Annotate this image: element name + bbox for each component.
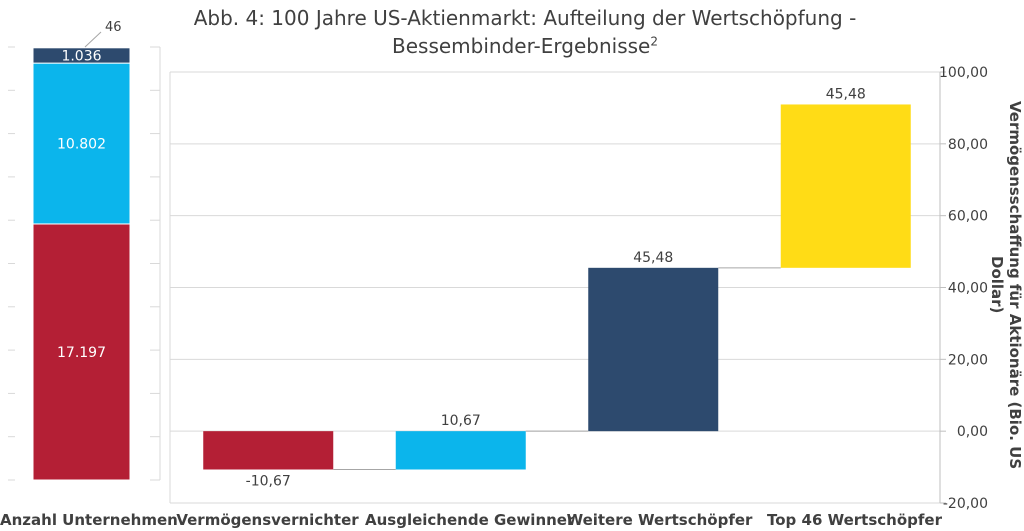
waterfall-bar-label-3: 45,48 xyxy=(826,86,866,102)
chart-title-line2-text: Bessembinder-Ergebnisse xyxy=(392,34,651,58)
y-tick-label: 60,00 xyxy=(948,209,988,225)
waterfall-bar-0 xyxy=(203,431,334,470)
stacked-segment-1 xyxy=(32,62,131,225)
stacked-segment-label-1: 10.802 xyxy=(57,137,106,153)
y-tick-label: 20,00 xyxy=(948,352,988,368)
waterfall-bar-label-0: -10,67 xyxy=(246,473,291,489)
y-tick-label: 0,00 xyxy=(957,424,988,440)
stacked-segment-label-0: 17.197 xyxy=(57,345,106,361)
x-label-ausgleichende-gewinner: Ausgleichende Gewinner xyxy=(365,511,575,529)
y-tick-label: -20,00 xyxy=(943,496,988,512)
waterfall-bar-label-1: 10,67 xyxy=(441,413,481,429)
chart-title-line2: Bessembinder-Ergebnisse2 xyxy=(180,34,870,58)
waterfall-bar-1 xyxy=(395,431,526,470)
waterfall-bar-2 xyxy=(588,267,719,432)
y-tick-label: 40,00 xyxy=(948,281,988,297)
stacked-segment-3 xyxy=(32,46,131,49)
y-tick-label: 80,00 xyxy=(948,137,988,153)
x-label-weitere-wertschoepfer: Weitere Wertschöpfer xyxy=(566,511,753,529)
stacked-segment-label-3: 46 xyxy=(105,20,122,35)
y-axis-label: Vermögensschaffung für Aktionäre (Bio. U… xyxy=(988,100,1024,470)
waterfall-bar-label-2: 45,48 xyxy=(633,250,673,266)
chart-title: Abb. 4: 100 Jahre US-Aktienmarkt: Auftei… xyxy=(193,6,857,30)
x-label-anzahl-unternehmen: Anzahl Unternehmen xyxy=(0,511,178,529)
chart-title-footnote: 2 xyxy=(650,34,658,49)
stacked-segment-label-2: 1.036 xyxy=(61,48,101,64)
waterfall-bar-3 xyxy=(780,104,911,268)
stacked-segment-0 xyxy=(32,223,131,481)
x-label-vermoegensvernichter: Vermögensvernichter xyxy=(176,511,359,529)
stacked-segment-leader-3 xyxy=(84,31,102,48)
x-label-top46-wertschoepfer: Top 46 Wertschöpfer xyxy=(767,511,942,529)
y-tick-label: 100,00 xyxy=(939,65,988,81)
